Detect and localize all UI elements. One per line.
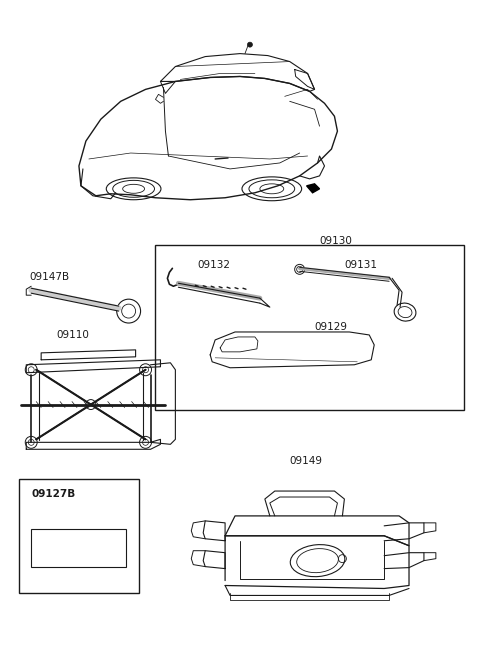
Bar: [31, 529, 126, 567]
Text: 09132: 09132: [197, 261, 230, 271]
Polygon shape: [307, 184, 320, 193]
Text: 09130: 09130: [320, 236, 352, 246]
Text: 09149: 09149: [290, 457, 323, 466]
Bar: [19, 479, 139, 593]
Text: 09127B: 09127B: [31, 489, 75, 499]
Text: 09147B: 09147B: [29, 272, 69, 282]
Circle shape: [248, 42, 252, 47]
Text: 09131: 09131: [344, 261, 377, 271]
Text: 09110: 09110: [56, 330, 89, 340]
Bar: [156, 246, 464, 409]
Text: 09129: 09129: [314, 322, 348, 332]
